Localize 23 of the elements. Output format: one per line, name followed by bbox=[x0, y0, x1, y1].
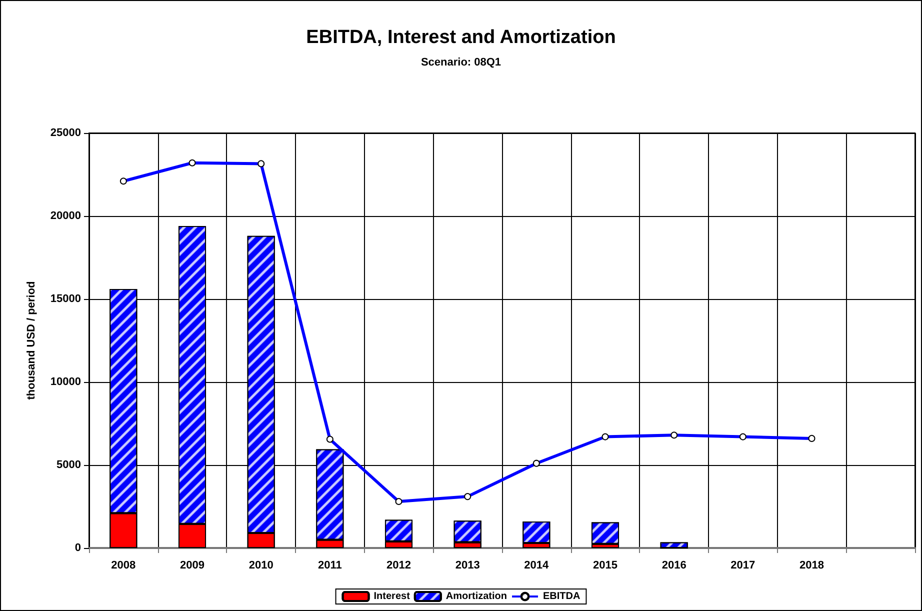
legend-label: Amortization bbox=[446, 591, 508, 602]
y-tick-label: 20000 bbox=[50, 210, 81, 222]
y-tick-label: 25000 bbox=[50, 127, 81, 139]
legend-label: EBITDA bbox=[543, 591, 580, 602]
x-tick-label: 2015 bbox=[593, 560, 618, 572]
y-axis-title: thousand USD / period bbox=[26, 281, 38, 400]
x-tick-label: 2014 bbox=[524, 560, 550, 572]
x-tick-label: 2012 bbox=[386, 560, 411, 572]
chart-subtitle: Scenario: 08Q1 bbox=[420, 56, 502, 68]
x-tick-label: 2013 bbox=[455, 560, 480, 572]
y-tick-label: 5000 bbox=[56, 459, 81, 471]
y-tick-label: 15000 bbox=[50, 293, 81, 305]
x-tick-label: 2011 bbox=[318, 560, 342, 572]
legend-label: Interest bbox=[374, 591, 411, 602]
x-tick-label: 2018 bbox=[800, 560, 824, 572]
x-tick-label: 2008 bbox=[111, 560, 136, 572]
x-tick-label: 2009 bbox=[180, 560, 204, 572]
x-tick-label: 2010 bbox=[248, 560, 274, 572]
y-tick-label: 10000 bbox=[50, 376, 81, 388]
chart-title: EBITDA, Interest and Amortization bbox=[306, 27, 616, 48]
y-tick-label: 0 bbox=[74, 542, 81, 554]
x-tick-label: 2016 bbox=[662, 560, 686, 572]
x-tick-label: 2017 bbox=[730, 560, 756, 572]
